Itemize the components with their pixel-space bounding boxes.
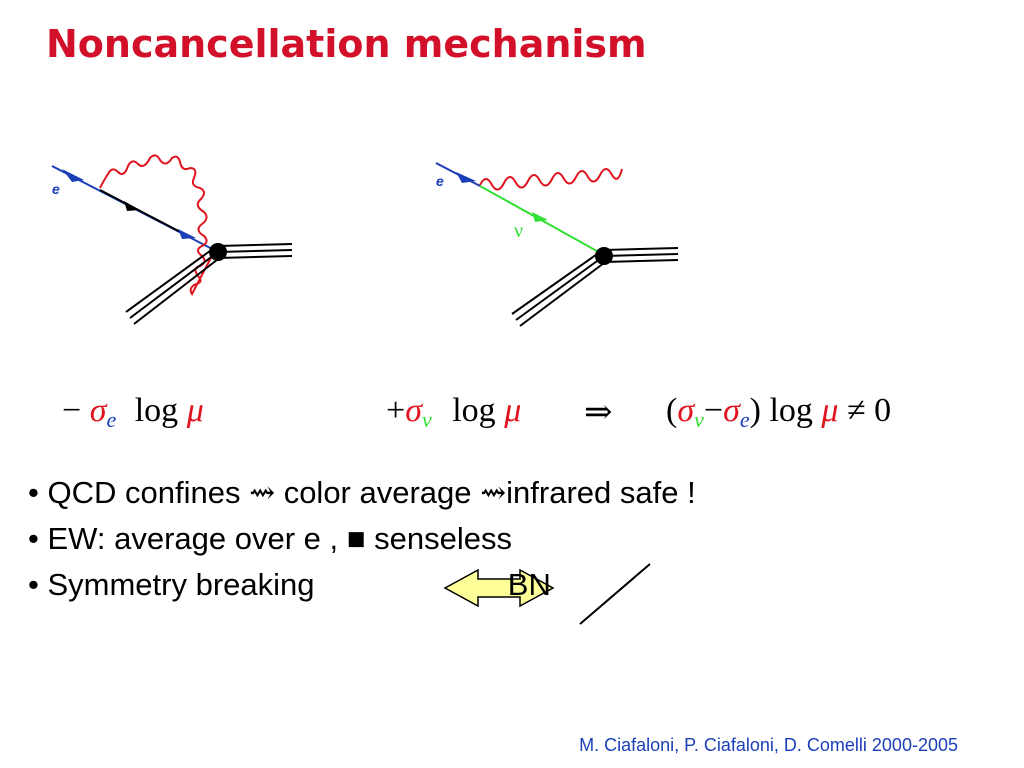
eq-right-minus: − xyxy=(703,392,724,429)
left-feynman-diagram: e xyxy=(51,154,293,325)
eq-right-open: ( xyxy=(666,392,678,429)
eq-right-zero: 0 xyxy=(874,392,892,429)
eq-middle-sub: ν xyxy=(421,407,432,432)
right-photon-line xyxy=(479,168,623,191)
bullet-item-ew: • EW: average over e , ■ senseless xyxy=(28,516,696,562)
bullet-item-qcd: • QCD confines ⇝ color average ⇝infrared… xyxy=(28,470,696,516)
bn-strike-line xyxy=(579,563,651,625)
right-electron-arrow xyxy=(456,172,476,183)
square-icon: ■ xyxy=(346,521,366,556)
bullet-text-3: infrared safe ! xyxy=(506,475,696,510)
left-vertex xyxy=(209,243,227,261)
right-label-e: e xyxy=(436,173,444,189)
right-triple-line-down xyxy=(511,251,609,327)
eq-left-log: log xyxy=(134,392,179,429)
bullet-item-symmetry: • Symmetry breaking BN xyxy=(28,562,696,608)
bullet-text-2: color average xyxy=(283,475,472,510)
eq-middle-sign: + xyxy=(386,392,406,429)
equation-implies: ⇒ xyxy=(584,394,613,431)
eq-middle-mu: μ xyxy=(504,392,522,429)
left-electron-arrow-3 xyxy=(178,229,196,239)
struck-text-bn: BN xyxy=(507,567,551,602)
eq-left-sign: − xyxy=(62,392,82,429)
right-label-nu: ν xyxy=(514,220,523,242)
bullet-text: QCD confines xyxy=(47,475,241,510)
eq-left-sigma: σ xyxy=(89,392,107,429)
eq-right-mu: μ xyxy=(821,392,839,429)
leads-to-icon: ⇝ xyxy=(249,475,276,510)
left-electron-arrow-1 xyxy=(62,169,84,182)
eq-right-sigma1: σ xyxy=(677,392,695,429)
equation-left: − σe log μ xyxy=(62,392,204,433)
bullet-marker: • xyxy=(28,475,39,510)
bullet-marker: • xyxy=(28,521,39,556)
left-label-e: e xyxy=(52,181,60,197)
left-electron-arrow-2 xyxy=(124,201,140,211)
left-internal-electron xyxy=(99,189,191,238)
eq-left-sub: e xyxy=(106,407,117,432)
left-triple-line-right xyxy=(217,243,293,259)
bullet-text: EW: average over e , xyxy=(47,521,339,556)
credit-line: M. Ciafaloni, P. Ciafaloni, D. Comelli 2… xyxy=(579,735,958,755)
eq-left-mu: μ xyxy=(186,392,204,429)
left-triple-line-down xyxy=(125,247,223,325)
double-arrow xyxy=(443,568,555,608)
eq-right-close: ) xyxy=(749,392,761,429)
slide-title: Noncancellation mechanism xyxy=(46,22,647,66)
eq-right-sigma2: σ xyxy=(723,392,740,429)
right-neutrino-arrow xyxy=(532,212,548,222)
equation-middle: +σν log μ xyxy=(386,392,521,433)
eq-right-neq: ≠ xyxy=(846,392,866,429)
bullet-list: • QCD confines ⇝ color average ⇝infrared… xyxy=(28,470,696,608)
right-feynman-diagram: e ν xyxy=(435,162,679,327)
eq-middle-sigma: σ xyxy=(405,392,422,429)
equation-right: (σν−σe) log μ ≠ 0 xyxy=(666,392,891,433)
bullet-text-2: senseless xyxy=(374,521,512,556)
eq-middle-log: log xyxy=(452,392,496,429)
right-vertex xyxy=(595,247,613,265)
bullet-marker: • xyxy=(28,567,39,602)
eq-right-sub1: ν xyxy=(694,407,704,432)
right-triple-line-right xyxy=(603,247,679,263)
leads-to-icon-2: ⇝ xyxy=(480,475,507,510)
eq-right-log: log xyxy=(769,392,813,429)
bullet-text: Symmetry breaking xyxy=(47,567,315,602)
eq-right-sub2: e xyxy=(739,407,750,432)
